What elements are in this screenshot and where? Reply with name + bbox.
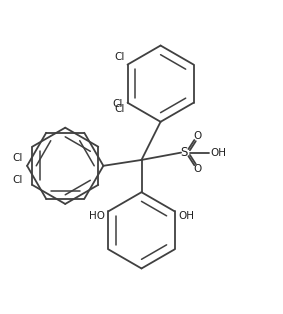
Text: Cl: Cl [112,99,122,109]
Text: O: O [193,132,201,142]
Text: O: O [193,164,201,174]
Text: S: S [180,146,188,159]
Text: Cl: Cl [114,104,125,114]
Text: OH: OH [211,148,226,158]
Text: Cl: Cl [12,175,23,185]
Text: Cl: Cl [114,52,125,62]
Text: OH: OH [178,211,194,221]
Text: Cl: Cl [12,153,23,163]
Text: HO: HO [89,211,105,221]
